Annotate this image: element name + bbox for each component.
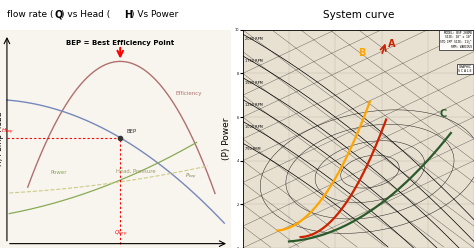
Text: 1000 RPM: 1000 RPM (245, 125, 263, 129)
Text: flow rate (: flow rate ( (7, 10, 54, 19)
Text: $Q_{bep}$: $Q_{bep}$ (113, 229, 127, 239)
Y-axis label: (P) Power: (P) Power (222, 118, 231, 160)
Text: A: A (389, 39, 396, 49)
Text: B: B (358, 48, 366, 58)
Text: BEP = Best Efficiency Point: BEP = Best Efficiency Point (66, 40, 174, 46)
Text: H: H (124, 10, 132, 20)
Text: Power: Power (51, 170, 67, 175)
Text: Efficiency: Efficiency (176, 91, 202, 96)
Text: ) Vs Power: ) Vs Power (131, 10, 178, 19)
Text: Head, Pressure: Head, Pressure (116, 169, 155, 174)
Text: 750 RPM: 750 RPM (245, 147, 261, 151)
Text: System curve: System curve (323, 10, 394, 20)
Text: 1750 RPM: 1750 RPM (245, 59, 263, 63)
Text: GRAPHIC
S C A L E: GRAPHIC S C A L E (458, 65, 472, 73)
Text: 1500 RPM: 1500 RPM (245, 81, 263, 85)
Text: $P_{bep}$: $P_{bep}$ (185, 172, 197, 182)
Text: C: C (439, 109, 447, 119)
Text: Q: Q (55, 10, 63, 20)
Text: $H_{bep}$: $H_{bep}$ (1, 126, 14, 137)
Text: 1250 RPM: 1250 RPM (245, 103, 263, 107)
Text: 2000 RPM: 2000 RPM (245, 37, 263, 41)
Text: MODEL: BSP 200MU
SIZE: 10" x 10"
STD IMP SIZE: 11¾"
RPM: VARIOUS: MODEL: BSP 200MU SIZE: 10" x 10" STD IMP… (440, 31, 472, 49)
Text: ) vs Head (: ) vs Head ( (61, 10, 110, 19)
Text: BEP: BEP (126, 129, 136, 134)
Text: H, Pump Head: H, Pump Head (0, 112, 4, 166)
